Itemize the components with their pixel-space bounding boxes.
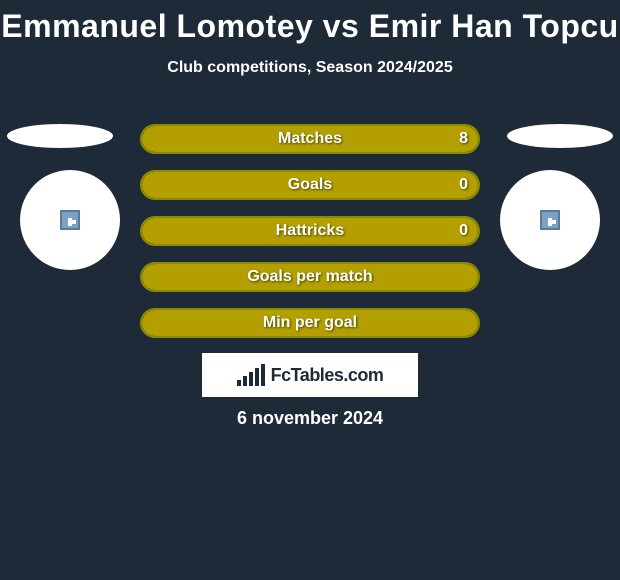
stat-value: 0 bbox=[459, 172, 468, 198]
stats-container: Matches 8 Goals 0 Hattricks 0 Goals per … bbox=[140, 124, 480, 354]
date-text: 6 november 2024 bbox=[0, 408, 620, 429]
subtitle: Club competitions, Season 2024/2025 bbox=[0, 59, 620, 77]
page-title: Emmanuel Lomotey vs Emir Han Topcu bbox=[0, 0, 620, 45]
logo-box: FcTables.com bbox=[202, 353, 418, 397]
stat-label: Goals bbox=[142, 172, 478, 198]
player-right-ellipse bbox=[507, 124, 613, 148]
stat-row-min-per-goal: Min per goal bbox=[140, 308, 480, 338]
stat-value: 0 bbox=[459, 218, 468, 244]
stat-row-goals-per-match: Goals per match bbox=[140, 262, 480, 292]
stat-label: Matches bbox=[142, 126, 478, 152]
club-badge-icon bbox=[540, 210, 560, 230]
club-left-circle bbox=[20, 170, 120, 270]
stat-row-matches: Matches 8 bbox=[140, 124, 480, 154]
logo-text: FcTables.com bbox=[271, 365, 384, 386]
stat-row-goals: Goals 0 bbox=[140, 170, 480, 200]
stat-label: Goals per match bbox=[142, 264, 478, 290]
stat-label: Hattricks bbox=[142, 218, 478, 244]
stat-row-hattricks: Hattricks 0 bbox=[140, 216, 480, 246]
stat-label: Min per goal bbox=[142, 310, 478, 336]
stat-value: 8 bbox=[459, 126, 468, 152]
club-badge-icon bbox=[60, 210, 80, 230]
player-left-ellipse bbox=[7, 124, 113, 148]
logo-bars-icon bbox=[237, 364, 265, 386]
club-right-circle bbox=[500, 170, 600, 270]
